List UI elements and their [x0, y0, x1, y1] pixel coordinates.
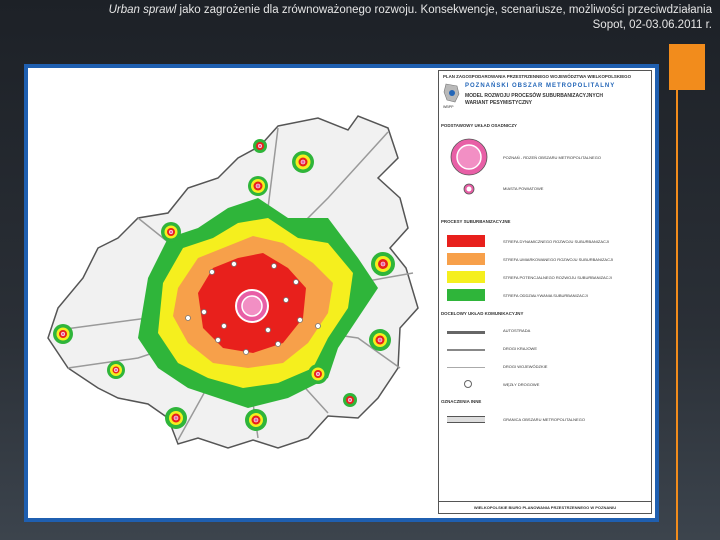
national-road-line-icon	[447, 349, 485, 351]
road-junctions	[185, 261, 321, 355]
header-title-rest: jako zagrożenie dla zrównoważonego rozwo…	[176, 4, 712, 16]
legend-footer-divider	[439, 501, 651, 502]
zone-influence-label: STREFA ODDZIAŁYWANIA SUBURBANIZACJI	[503, 293, 588, 298]
zone-potential-swatch	[447, 271, 485, 283]
zone-influence-swatch	[447, 289, 485, 301]
legend-subtitle-1: MODEL ROZWOJU PROCESÓW SUBURBANIZACYJNYC…	[465, 93, 603, 99]
town-marker	[371, 252, 395, 276]
regional-road-line-icon	[447, 367, 485, 368]
legend-subtitle-2: WARIANT PESYMISTYCZNY	[465, 100, 532, 106]
map-frame: PLAN ZAGOSPODAROWANIA PRZESTRZENNEGO WOJ…	[24, 64, 659, 522]
motorway-label: AUTOSTRADA	[503, 328, 531, 333]
town-marker	[292, 151, 314, 173]
boundary-line-icon	[447, 416, 485, 423]
zone-dynamic-label: STREFA DYNAMICZNEGO ROZWOJU SUBURBANIZAC…	[503, 239, 610, 244]
header-line1: Urban sprawl jako zagrożenie dla zrównow…	[22, 3, 712, 18]
town-marker	[308, 364, 328, 384]
legend-section-suburbanization: PROCESY SUBURBANIZACYJNE	[441, 219, 511, 224]
slide-header: Urban sprawl jako zagrożenie dla zrównow…	[22, 3, 712, 33]
zone-moderate-label: STREFA UMIARKOWANEGO ROZWOJU SUBURBANIZA…	[503, 257, 614, 262]
town-marker	[53, 324, 73, 344]
header-title-italic: Urban sprawl	[108, 4, 177, 16]
legend-poznan-label: POZNAŃ - RDZEŃ OBSZARU METROPOLITALNEGO	[503, 155, 601, 160]
map-panel: PLAN ZAGOSPODAROWANIA PRZESTRZENNEGO WOJ…	[28, 68, 655, 518]
zone-potential-label: STREFA POTENCJALNEGO ROZWOJU SUBURBANIZA…	[503, 275, 612, 280]
district-towns	[53, 139, 395, 431]
town-marker	[343, 393, 357, 407]
town-marker	[161, 222, 181, 242]
town-marker	[165, 407, 187, 429]
legend-section-other: OZNACZENIA INNE	[441, 399, 482, 404]
road-junction-icon	[464, 380, 472, 388]
wbpp-logo-icon	[443, 83, 460, 103]
legend-top-title: PLAN ZAGOSPODAROWANIA PRZESTRZENNEGO WOJ…	[443, 74, 631, 79]
town-marker	[245, 409, 267, 431]
boundary-label: GRANICA OBSZARU METROPOLITALNEGO	[503, 417, 585, 422]
logo-caption: WBPP	[443, 105, 454, 109]
legend-brand: POZNAŃSKI OBSZAR METROPOLITALNY	[465, 83, 616, 89]
legend-cities-label: MIASTA POWIATOWE	[503, 186, 544, 191]
national-road-label: DROGI KRAJOWE	[503, 346, 538, 351]
district-town-icon	[463, 183, 475, 195]
map-legend: PLAN ZAGOSPODAROWANIA PRZESTRZENNEGO WOJ…	[438, 70, 652, 514]
accent-line	[676, 44, 678, 540]
motorway-line-icon	[447, 331, 485, 334]
suburbanization-map	[47, 115, 419, 449]
town-marker	[107, 361, 125, 379]
town-marker	[369, 329, 391, 351]
zone-dynamic-swatch	[447, 235, 485, 247]
header-line2: Sopot, 02-03.06.2011 r.	[592, 19, 712, 31]
poznan-core-icon	[450, 138, 488, 176]
legend-section-transport: DOCELOWY UKŁAD KOMUNIKACYJNY	[441, 311, 524, 316]
road-junction-label: WĘZŁY DROGOWE	[503, 382, 540, 387]
legend-footer: WIELKOPOLSKIE BIURO PLANOWANIA PRZESTRZE…	[473, 505, 617, 510]
zone-moderate-swatch	[447, 253, 485, 265]
poznan-core-marker	[235, 289, 269, 323]
legend-section-settlement: PODSTAWOWY UKŁAD OSADNICZY	[441, 123, 517, 128]
town-marker	[248, 176, 268, 196]
accent-bar	[669, 44, 705, 90]
regional-road-label: DROGI WOJEWÓDZKIE	[503, 364, 548, 369]
town-marker	[253, 139, 267, 153]
